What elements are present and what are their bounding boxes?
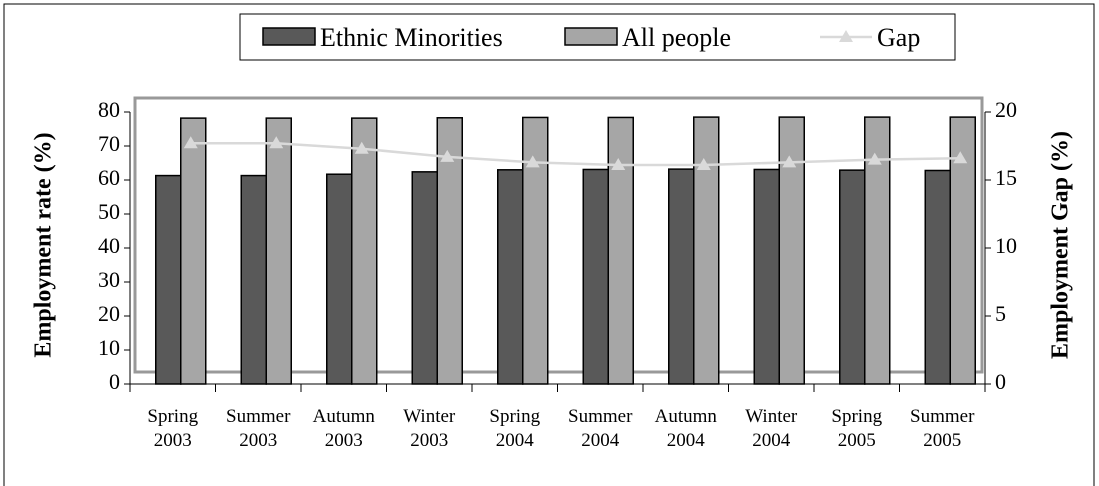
y-tick-label: 50 <box>98 199 120 224</box>
bar <box>668 168 695 385</box>
line-marker <box>354 141 369 154</box>
bar <box>240 174 267 385</box>
line-marker <box>611 158 626 171</box>
line-marker <box>867 152 882 165</box>
y-tick-label: 20 <box>98 301 120 326</box>
y-tick-label: 10 <box>98 335 120 360</box>
legend-marker <box>839 30 853 42</box>
line-marker <box>440 149 455 162</box>
bar <box>753 168 780 385</box>
y-tick-label: 30 <box>98 267 120 292</box>
bar <box>693 116 720 385</box>
legend-label: Gap <box>877 23 920 52</box>
y-tick-label: 70 <box>98 131 120 156</box>
bar <box>839 169 866 385</box>
bar <box>497 169 524 385</box>
legend-swatch <box>262 27 316 46</box>
y-tick-label: 60 <box>98 165 120 190</box>
x-tick-label: Autumn 2003 <box>312 406 375 451</box>
y2-tick-label: 20 <box>995 97 1017 122</box>
bar <box>522 116 549 385</box>
line-marker <box>269 136 284 149</box>
bar <box>924 169 951 385</box>
line-marker <box>183 136 198 149</box>
bar <box>607 116 634 385</box>
x-tick-label: Winter 2004 <box>745 406 798 451</box>
line-marker <box>953 151 968 164</box>
line-marker <box>696 158 711 171</box>
x-tick-label: Spring 2004 <box>489 406 541 451</box>
line-marker <box>782 155 797 168</box>
legend-label: Ethnic Minorities <box>320 23 503 52</box>
bar <box>180 117 207 385</box>
bar <box>582 168 609 385</box>
line <box>190 142 961 167</box>
bar <box>411 171 438 385</box>
y2-tick-label: 15 <box>995 165 1017 190</box>
x-tick-label: Spring 2005 <box>831 406 883 451</box>
bar <box>265 117 292 385</box>
y2-tick-label: 5 <box>995 301 1006 326</box>
bar <box>155 174 182 385</box>
x-tick-label: Spring 2003 <box>147 406 199 451</box>
y-tick-label: 0 <box>109 369 120 394</box>
x-tick-label: Summer 2005 <box>910 406 975 451</box>
x-tick-label: Summer 2003 <box>226 406 291 451</box>
bar <box>351 117 378 385</box>
line-marker <box>525 155 540 168</box>
y2-axis-title: Employment Gap (%) <box>1048 131 1074 359</box>
y2-tick-label: 10 <box>995 233 1017 258</box>
plot-area <box>133 96 984 374</box>
y-tick-label: 40 <box>98 233 120 258</box>
bar <box>778 116 805 385</box>
legend-swatch <box>564 27 618 46</box>
chart-border <box>3 3 1095 486</box>
legend-label: All people <box>622 23 731 52</box>
bar <box>436 117 463 385</box>
x-tick-label: Winter 2003 <box>403 406 456 451</box>
y2-tick-label: 0 <box>995 369 1006 394</box>
x-tick-label: Summer 2004 <box>568 406 633 451</box>
x-tick-label: Autumn 2004 <box>654 406 717 451</box>
bar <box>326 173 353 385</box>
y-axis-title: Employment rate (%) <box>31 132 57 357</box>
y-tick-label: 80 <box>98 97 120 122</box>
